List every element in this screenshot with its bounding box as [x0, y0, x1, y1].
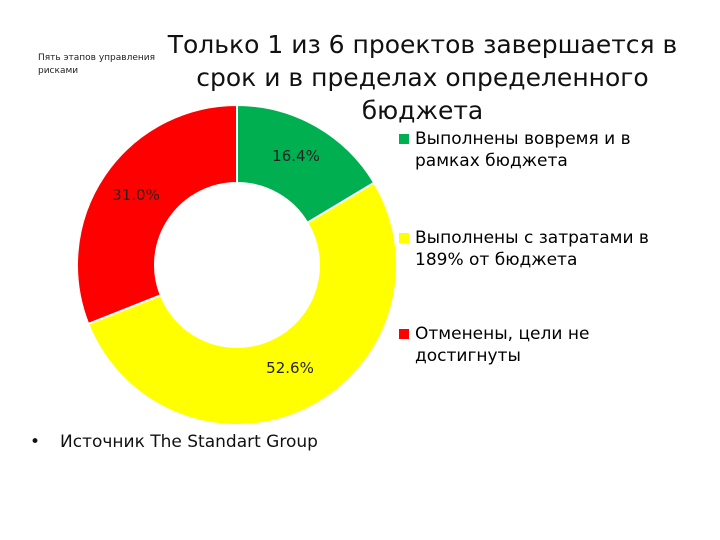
donut-slice-cancelled — [76, 103, 238, 326]
legend-item-over-budget: Выполнены с затратами в 189% от бюджета — [399, 227, 699, 271]
source-note: • Источник The Standart Group — [30, 432, 318, 452]
legend-label-on-time: Выполнены вовремя и в рамках бюджета — [415, 129, 631, 171]
data-label-on-time: 16.4% — [272, 147, 320, 165]
corner-subtitle: Пять этапов управления рисками — [38, 53, 156, 76]
data-label-over-budget: 52.6% — [266, 359, 314, 377]
legend-item-cancelled: Отменены, цели не достигнуты — [399, 323, 699, 367]
legend-label-over-budget: Выполнены с затратами в 189% от бюджета — [415, 228, 649, 270]
legend-swatch-cancelled — [399, 329, 409, 339]
source-text: Источник The Standart Group — [60, 432, 318, 452]
donut-slice-over-budget — [86, 181, 398, 426]
legend-swatch-over-budget — [399, 233, 409, 243]
chart-title: Только 1 из 6 проектов завершается в сро… — [167, 30, 678, 125]
bullet-icon: • — [30, 432, 41, 452]
legend-item-on-time: Выполнены вовремя и в рамках бюджета — [399, 128, 699, 172]
data-label-cancelled: 31.0% — [112, 186, 160, 204]
legend-swatch-on-time — [399, 134, 409, 144]
legend-label-cancelled: Отменены, цели не достигнуты — [415, 324, 590, 366]
